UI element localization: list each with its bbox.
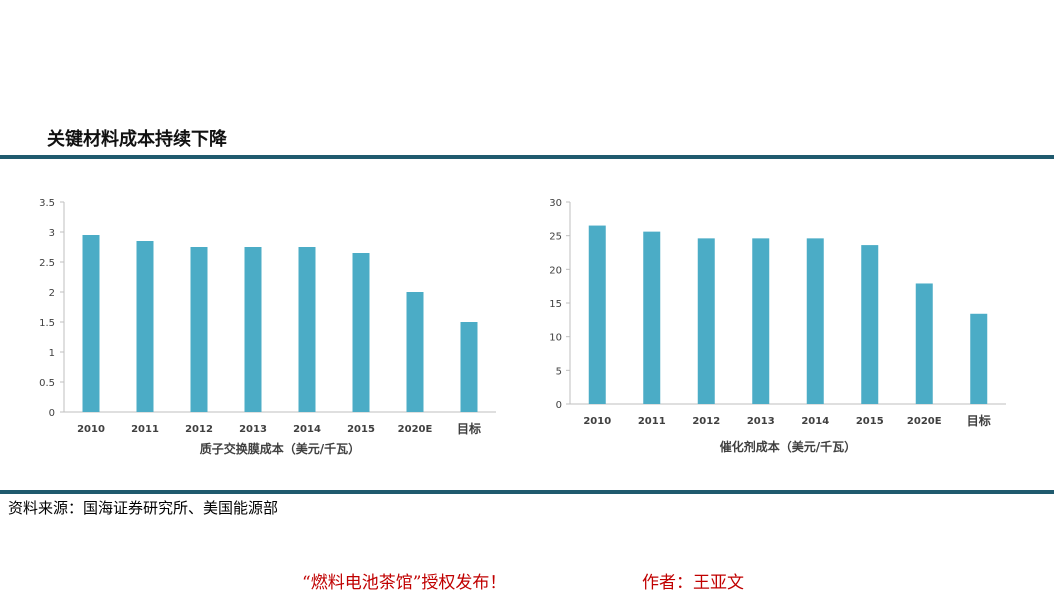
y-tick-label: 5 <box>556 366 562 377</box>
x-tick-label: 2011 <box>638 416 666 427</box>
x-tick-label: 2020E <box>398 424 433 435</box>
bar-2015 <box>352 253 370 412</box>
bar-2010 <box>82 235 100 412</box>
bar-2014 <box>806 238 824 404</box>
bar-2011 <box>643 231 661 404</box>
y-tick-label: 0.5 <box>39 378 55 389</box>
y-tick-label: 20 <box>549 265 562 276</box>
x-axis-title: 质子交换膜成本（美元/千瓦） <box>200 441 360 456</box>
bar-2013 <box>752 238 770 404</box>
bar-2011 <box>136 241 154 412</box>
x-axis-title: 催化剂成本（美元/千瓦） <box>720 439 856 454</box>
x-tick-label: 目标 <box>967 413 991 428</box>
source-note: 资料来源：国海证券研究所、美国能源部 <box>8 499 279 517</box>
bottom-divider <box>0 490 1054 494</box>
y-tick-label: 2.5 <box>39 258 55 269</box>
x-tick-label: 2012 <box>692 416 720 427</box>
footer-author: 作者：王亚文 <box>642 573 744 593</box>
x-tick-label: 2013 <box>239 424 267 435</box>
catalyst-cost-chart: 0 5 10 15 20 25 30 2010 2011 2012 2013 2014 2015 2020… <box>549 198 1006 454</box>
bar-2010 <box>588 225 606 404</box>
y-tick-label: 3.5 <box>39 198 55 209</box>
x-tick-label: 2014 <box>293 424 321 435</box>
bar-2015 <box>861 245 879 404</box>
y-tick-label: 1.5 <box>39 318 55 329</box>
y-tick-label: 1 <box>49 348 55 359</box>
page-title: 关键材料成本持续下降 <box>47 129 227 150</box>
top-divider <box>0 155 1054 159</box>
x-tick-label: 2014 <box>801 416 829 427</box>
y-tick-label: 25 <box>549 232 562 243</box>
y-tick-label: 30 <box>549 198 562 209</box>
y-tick-label: 15 <box>549 299 562 310</box>
x-tick-label: 目标 <box>457 421 481 436</box>
y-tick-label: 10 <box>549 333 562 344</box>
footer-publish-note: “燃料电池茶馆”授权发布！ <box>302 573 507 593</box>
y-tick-label: 3 <box>49 228 55 239</box>
bar-2012 <box>697 238 715 404</box>
bar-2012 <box>190 247 208 412</box>
y-tick-label: 0 <box>49 408 55 419</box>
x-tick-label: 2010 <box>583 416 611 427</box>
x-tick-label: 2012 <box>185 424 213 435</box>
x-tick-label: 2015 <box>856 416 884 427</box>
x-tick-label: 2013 <box>747 416 775 427</box>
x-tick-label: 2011 <box>131 424 159 435</box>
x-tick-label: 2020E <box>907 416 942 427</box>
x-tick-label: 2010 <box>77 424 105 435</box>
y-tick-label: 2 <box>49 288 55 299</box>
y-tick-label: 0 <box>556 400 562 411</box>
bar-目标 <box>970 313 988 404</box>
x-tick-label: 2015 <box>347 424 375 435</box>
bar-2020E <box>406 292 424 412</box>
bar-目标 <box>460 322 478 412</box>
bar-2020E <box>915 283 933 404</box>
bar-2014 <box>298 247 316 412</box>
membrane-cost-chart: 0 0.5 1 1.5 2 2.5 3 3.5 2010 2011 2012 2013 2014 2015… <box>39 198 496 456</box>
bar-2013 <box>244 247 262 412</box>
